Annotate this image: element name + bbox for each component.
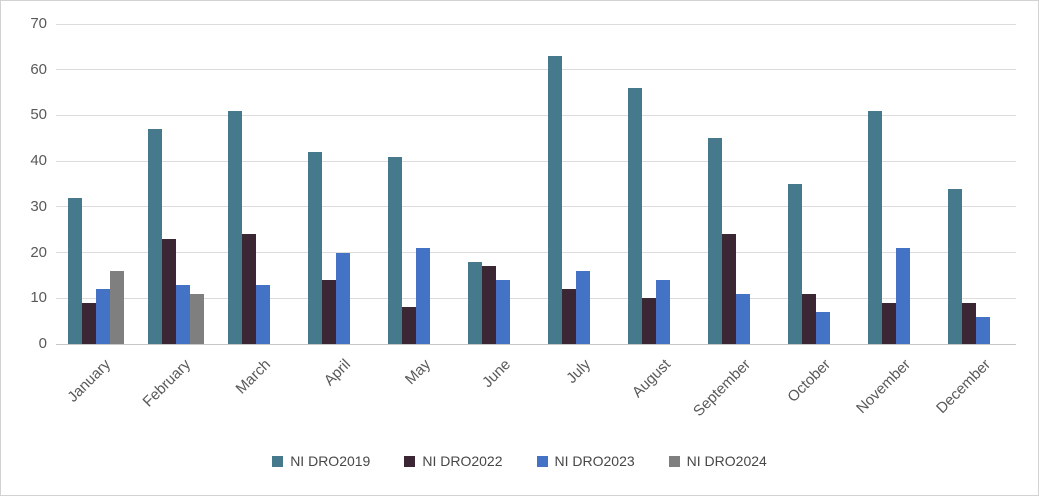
bar-ni-dro2022-march — [242, 234, 256, 344]
month-group-march — [216, 24, 296, 344]
bar-ni-dro2024-january — [110, 270, 124, 344]
x-tick-label-april: April — [320, 356, 355, 390]
bar-ni-dro2023-september — [736, 293, 750, 344]
bar-ni-dro2019-august — [628, 88, 642, 344]
legend-item-ni-dro2024: NI DRO2024 — [668, 453, 767, 469]
bar-ni-dro2019-march — [228, 110, 242, 344]
month-group-october — [776, 24, 856, 344]
bar-ni-dro2023-april — [336, 252, 350, 344]
bar-ni-dro2022-september — [722, 234, 736, 344]
bar-ni-dro2023-august — [656, 280, 670, 344]
bar-ni-dro2022-december — [962, 302, 976, 344]
legend-swatch-icon — [404, 455, 416, 467]
x-tick-label-november: November — [853, 356, 915, 417]
legend: NI DRO2019 NI DRO2022 NI DRO2023 NI DRO2024 — [1, 453, 1038, 469]
bar-ni-dro2022-january — [82, 302, 96, 344]
gridline-60 — [56, 69, 1016, 71]
bar-ni-dro2019-december — [948, 188, 962, 344]
bar-ni-dro2019-november — [868, 110, 882, 344]
bar-ni-dro2023-february — [176, 284, 190, 344]
bar-ni-dro2019-february — [148, 129, 162, 344]
bar-ni-dro2022-august — [642, 298, 656, 344]
gridline-30 — [56, 206, 1016, 208]
legend-swatch-icon — [536, 455, 548, 467]
gridline-40 — [56, 160, 1016, 162]
month-group-february — [136, 24, 216, 344]
bar-ni-dro2023-november — [896, 248, 910, 344]
y-tick-label-10: 10 — [30, 289, 47, 307]
bar-ni-dro2019-july — [548, 56, 562, 344]
x-tick-label-july: July — [563, 356, 595, 387]
bar-ni-dro2022-july — [562, 289, 576, 344]
y-tick-label-40: 40 — [30, 152, 47, 170]
x-tick-label-may: May — [401, 356, 435, 389]
legend-swatch-icon — [668, 455, 680, 467]
month-group-september — [696, 24, 776, 344]
bar-groups — [56, 24, 1016, 344]
x-tick-label-december: December — [933, 356, 995, 417]
x-tick-label-january: January — [64, 356, 115, 406]
month-group-april — [296, 24, 376, 344]
bar-ni-dro2019-april — [308, 152, 322, 344]
y-tick-label-30: 30 — [30, 197, 47, 215]
bar-ni-dro2022-june — [482, 266, 496, 344]
y-tick-label-20: 20 — [30, 243, 47, 261]
month-group-august — [616, 24, 696, 344]
bar-ni-dro2022-may — [402, 307, 416, 344]
month-group-november — [856, 24, 936, 344]
bar-ni-dro2019-january — [68, 197, 82, 344]
bar-ni-dro2019-october — [788, 184, 802, 344]
legend-swatch-icon — [272, 455, 284, 467]
y-tick-label-50: 50 — [30, 106, 47, 124]
bar-ni-dro2023-march — [256, 284, 270, 344]
bar-ni-dro2023-july — [576, 270, 590, 344]
legend-label: NI DRO2024 — [686, 453, 767, 469]
x-tick-label-august: August — [628, 356, 675, 402]
bar-ni-dro2019-june — [468, 261, 482, 344]
bar-ni-dro2023-october — [816, 312, 830, 344]
bar-ni-dro2023-december — [976, 316, 990, 344]
y-tick-label-60: 60 — [30, 60, 47, 78]
gridline-70 — [56, 23, 1016, 25]
gridline-20 — [56, 252, 1016, 254]
y-tick-label-0: 0 — [38, 335, 47, 352]
bar-ni-dro2022-february — [162, 238, 176, 344]
bar-ni-dro2023-january — [96, 289, 110, 344]
bar-ni-dro2019-september — [708, 138, 722, 344]
x-tick-label-march: March — [232, 356, 275, 398]
gridline-50 — [56, 114, 1016, 116]
bar-ni-dro2022-april — [322, 280, 336, 344]
legend-item-ni-dro2019: NI DRO2019 — [272, 453, 370, 469]
legend-item-ni-dro2022: NI DRO2022 — [404, 453, 503, 469]
gridline-10 — [56, 297, 1016, 299]
legend-item-ni-dro2023: NI DRO2023 — [536, 453, 635, 469]
x-tick-label-june: June — [478, 356, 515, 392]
x-tick-label-september: September — [690, 356, 755, 420]
legend-label: NI DRO2019 — [290, 453, 371, 469]
bar-ni-dro2019-may — [388, 156, 402, 344]
bar-ni-dro2022-november — [882, 302, 896, 344]
bar-ni-dro2024-february — [190, 293, 204, 344]
plot-area — [56, 23, 1016, 345]
y-tick-label-70: 70 — [30, 15, 47, 32]
legend-label: NI DRO2022 — [422, 453, 503, 469]
month-group-january — [56, 24, 136, 344]
gridline-0 — [56, 343, 1016, 345]
month-group-december — [936, 24, 1016, 344]
month-group-june — [456, 24, 536, 344]
month-group-may — [376, 24, 456, 344]
x-tick-label-february: February — [139, 356, 195, 411]
month-group-july — [536, 24, 616, 344]
x-tick-label-october: October — [784, 356, 835, 406]
bar-ni-dro2023-may — [416, 248, 430, 344]
legend-label: NI DRO2023 — [554, 453, 635, 469]
bar-ni-dro2023-june — [496, 280, 510, 344]
bar-ni-dro2022-october — [802, 293, 816, 344]
